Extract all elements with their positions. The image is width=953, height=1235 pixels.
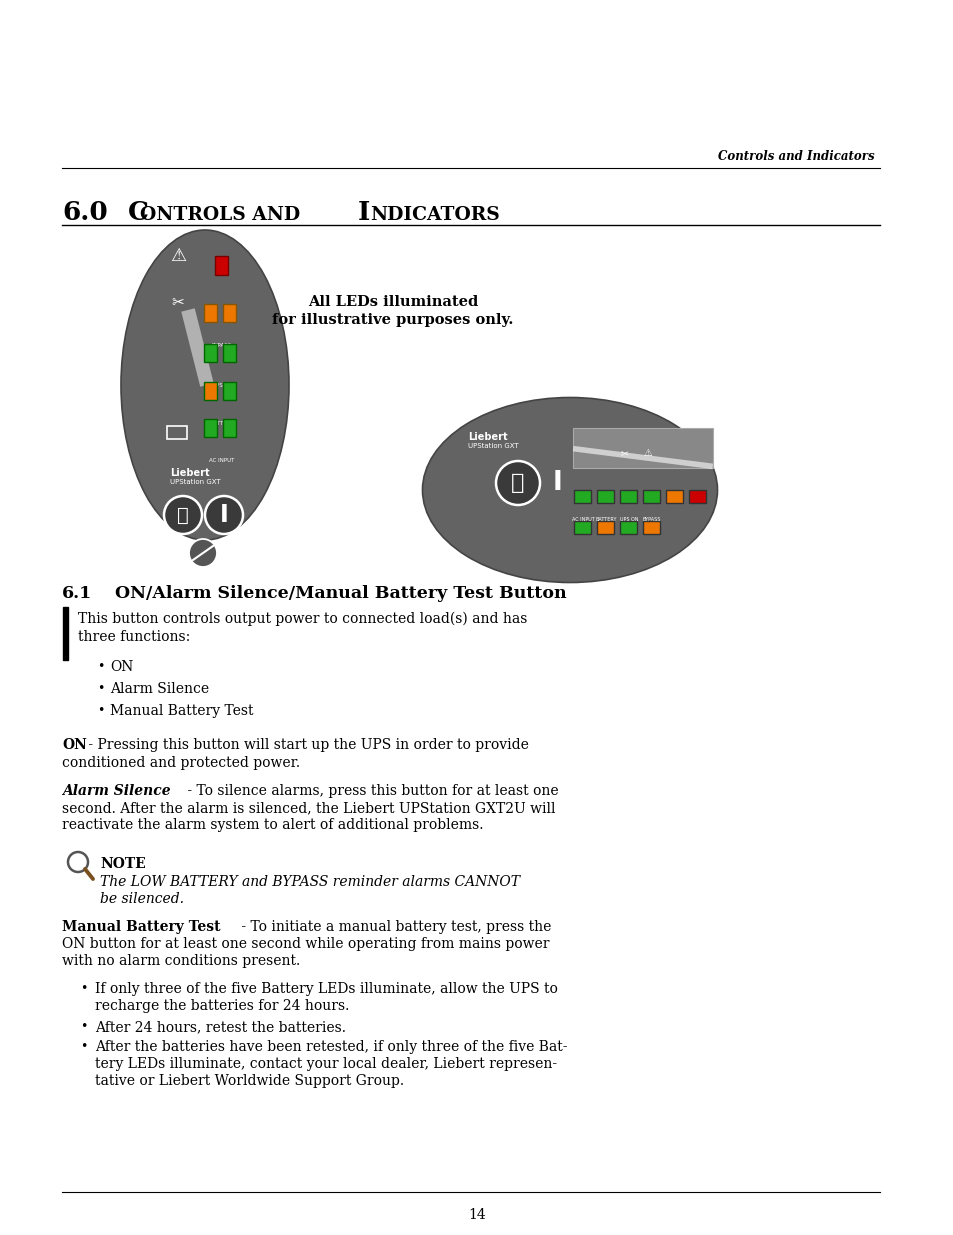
FancyBboxPatch shape [619, 521, 637, 534]
Text: ⚠: ⚠ [170, 247, 186, 266]
Text: AC INPUT: AC INPUT [571, 517, 594, 522]
FancyBboxPatch shape [204, 382, 216, 400]
Text: If only three of the five Battery LEDs illuminate, allow the UPS to: If only three of the five Battery LEDs i… [95, 982, 558, 995]
Ellipse shape [121, 230, 289, 540]
Text: ⏻: ⏻ [511, 473, 524, 493]
Text: ON: ON [62, 739, 87, 752]
FancyBboxPatch shape [223, 419, 235, 437]
Text: UPS ON: UPS ON [212, 383, 233, 388]
FancyBboxPatch shape [619, 490, 637, 503]
Text: BATTERY: BATTERY [210, 421, 233, 426]
Text: ⚠: ⚠ [643, 448, 652, 458]
FancyBboxPatch shape [688, 490, 705, 503]
Text: Manual Battery Test: Manual Battery Test [62, 920, 220, 934]
Text: The LOW BATTERY and BYPASS reminder alarms CANNOT: The LOW BATTERY and BYPASS reminder alar… [100, 876, 519, 889]
Text: I: I [553, 471, 562, 496]
FancyBboxPatch shape [597, 490, 614, 503]
Text: Liebert: Liebert [468, 432, 507, 442]
Text: second. After the alarm is silenced, the Liebert UPStation GXT2U will: second. After the alarm is silenced, the… [62, 802, 555, 815]
Text: recharge the batteries for 24 hours.: recharge the batteries for 24 hours. [95, 999, 349, 1013]
Text: tery LEDs illuminate, contact your local dealer, Liebert represen-: tery LEDs illuminate, contact your local… [95, 1057, 557, 1071]
Circle shape [189, 538, 216, 567]
FancyBboxPatch shape [574, 490, 590, 503]
FancyBboxPatch shape [573, 429, 712, 468]
FancyBboxPatch shape [204, 419, 216, 437]
Text: UPStation GXT: UPStation GXT [468, 443, 518, 450]
Text: Controls and Indicators: Controls and Indicators [718, 149, 874, 163]
Ellipse shape [422, 398, 717, 583]
Text: NOTE: NOTE [100, 857, 146, 871]
Text: 14: 14 [468, 1208, 485, 1221]
Text: - To silence alarms, press this button for at least one: - To silence alarms, press this button f… [183, 784, 558, 798]
Text: ON button for at least one second while operating from mains power: ON button for at least one second while … [62, 937, 549, 951]
Text: •: • [97, 682, 104, 695]
FancyBboxPatch shape [642, 490, 659, 503]
Text: BYPASS: BYPASS [212, 343, 232, 348]
Text: C: C [128, 200, 149, 225]
Circle shape [496, 461, 539, 505]
Text: All LEDs illuminated: All LEDs illuminated [308, 295, 477, 309]
Text: for illustrative purposes only.: for illustrative purposes only. [272, 312, 513, 327]
Text: BYPASS: BYPASS [642, 517, 660, 522]
FancyBboxPatch shape [642, 521, 659, 534]
Text: ONTROLS AND: ONTROLS AND [140, 206, 306, 224]
FancyBboxPatch shape [63, 606, 68, 659]
Text: reactivate the alarm system to alert of additional problems.: reactivate the alarm system to alert of … [62, 818, 483, 832]
Text: ✂: ✂ [172, 295, 184, 310]
FancyBboxPatch shape [214, 256, 228, 275]
Text: After the batteries have been retested, if only three of the five Bat-: After the batteries have been retested, … [95, 1040, 567, 1053]
FancyBboxPatch shape [204, 304, 216, 322]
Text: three functions:: three functions: [78, 630, 190, 643]
Text: be silenced.: be silenced. [100, 892, 184, 906]
Text: conditioned and protected power.: conditioned and protected power. [62, 756, 300, 769]
Text: •: • [97, 704, 104, 718]
FancyBboxPatch shape [597, 521, 614, 534]
Text: 6.1: 6.1 [62, 585, 92, 601]
Text: After 24 hours, retest the batteries.: After 24 hours, retest the batteries. [95, 1020, 346, 1034]
Text: ON/Alarm Silence/Manual Battery Test Button: ON/Alarm Silence/Manual Battery Test But… [115, 585, 566, 601]
Circle shape [164, 496, 202, 534]
FancyBboxPatch shape [574, 521, 590, 534]
FancyBboxPatch shape [204, 345, 216, 362]
Text: I: I [357, 200, 370, 225]
Text: UPS ON: UPS ON [619, 517, 638, 522]
Text: I: I [219, 503, 228, 527]
Text: •: • [80, 1040, 88, 1053]
Text: 6.0: 6.0 [62, 200, 108, 225]
Text: Manual Battery Test: Manual Battery Test [110, 704, 253, 718]
Text: ⏻: ⏻ [177, 505, 189, 525]
Text: tative or Liebert Worldwide Support Group.: tative or Liebert Worldwide Support Grou… [95, 1074, 404, 1088]
Text: BATTERY: BATTERY [595, 517, 616, 522]
Text: •: • [97, 659, 104, 673]
FancyBboxPatch shape [223, 304, 235, 322]
FancyBboxPatch shape [223, 345, 235, 362]
FancyBboxPatch shape [223, 382, 235, 400]
FancyBboxPatch shape [665, 490, 682, 503]
Text: This button controls output power to connected load(s) and has: This button controls output power to con… [78, 613, 527, 626]
Text: Alarm Silence: Alarm Silence [62, 784, 171, 798]
Text: NDICATORS: NDICATORS [370, 206, 499, 224]
Text: ✂: ✂ [620, 448, 628, 458]
Text: - To initiate a manual battery test, press the: - To initiate a manual battery test, pre… [236, 920, 551, 934]
Text: Liebert: Liebert [170, 468, 210, 478]
Text: •: • [80, 982, 88, 995]
Text: - Pressing this button will start up the UPS in order to provide: - Pressing this button will start up the… [84, 739, 528, 752]
Text: Alarm Silence: Alarm Silence [110, 682, 209, 697]
Circle shape [205, 496, 243, 534]
Text: ON: ON [110, 659, 133, 674]
Text: with no alarm conditions present.: with no alarm conditions present. [62, 953, 300, 968]
Text: AC INPUT: AC INPUT [209, 458, 234, 463]
Text: UPStation GXT: UPStation GXT [170, 479, 220, 485]
Text: •: • [80, 1020, 88, 1032]
